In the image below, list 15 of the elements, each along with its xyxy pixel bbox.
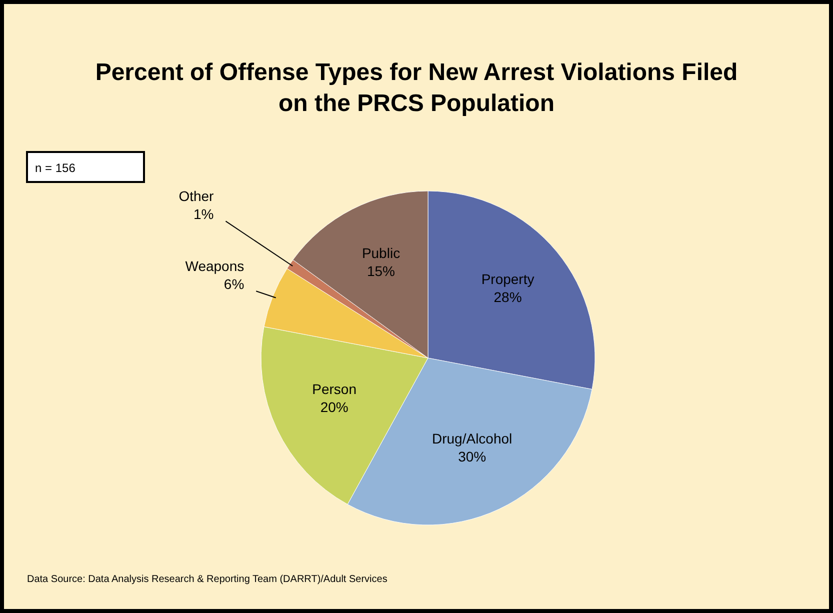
slice-label: Public — [362, 244, 400, 261]
slice-label: Drug/Alcohol — [432, 430, 512, 447]
source-note: Data Source: Data Analysis Research & Reporting Team (DARRT)/Adult Services — [27, 574, 388, 585]
chart-title: Percent of Offense Types for New Arrest Violations Filed on the PRCS Population — [95, 59, 738, 117]
text: n = 156 — [35, 161, 76, 175]
slice-label: Property — [481, 271, 534, 287]
data-label: 1% — [193, 206, 214, 222]
data-label: 30% — [458, 448, 486, 465]
slice-label: Person — [312, 381, 356, 398]
slice-label: Other — [178, 188, 214, 204]
data-label: 20% — [320, 399, 348, 416]
slice-label: Weapons — [185, 258, 244, 274]
data-label: 15% — [366, 262, 396, 279]
data-label: 28% — [494, 289, 522, 305]
data-label: 6% — [224, 276, 244, 292]
